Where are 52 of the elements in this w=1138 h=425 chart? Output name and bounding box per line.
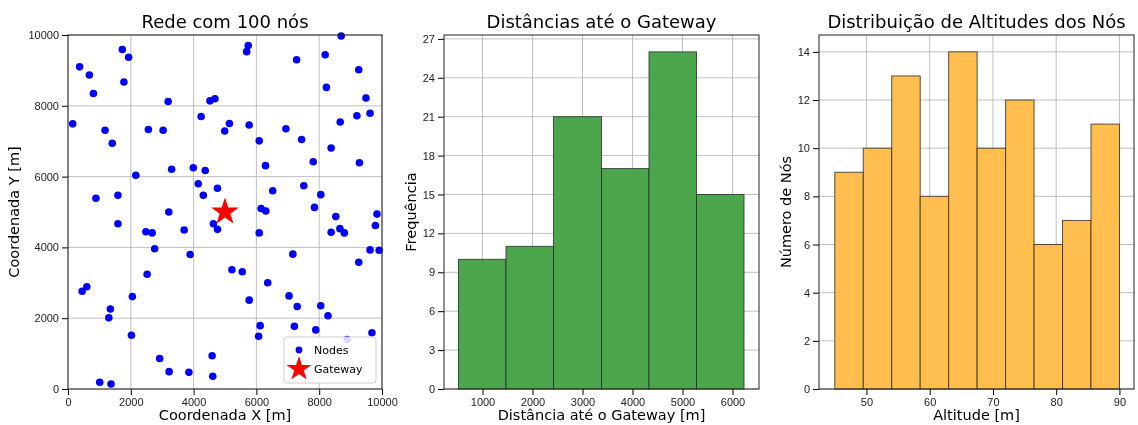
y-tick-label: 10000 bbox=[28, 29, 59, 42]
y-tick-label: 24 bbox=[422, 71, 435, 84]
x-tick-label: 50 bbox=[860, 395, 874, 408]
y-tick-label: 8000 bbox=[34, 99, 59, 112]
x-tick-label: 5000 bbox=[670, 395, 696, 408]
y-tick-label: 4 bbox=[803, 286, 810, 299]
x-tick-label: 10000 bbox=[367, 395, 398, 408]
y-tick-label: 12 bbox=[422, 227, 435, 240]
x-tick-label: 1000 bbox=[470, 395, 496, 408]
y-tick-label: 12 bbox=[797, 94, 810, 107]
x-axis-title: Altitude [m] bbox=[933, 407, 1020, 423]
y-tick-label: 15 bbox=[422, 188, 435, 201]
legend-label: Gateway bbox=[314, 363, 364, 376]
y-axis-title: Coordenada Y [m] bbox=[6, 146, 22, 278]
x-tick-label: 70 bbox=[987, 395, 1000, 408]
y-tick-label: 4000 bbox=[34, 241, 59, 254]
x-tick-label: 6000 bbox=[244, 395, 270, 408]
y-tick-label: 0 bbox=[803, 383, 810, 396]
x-tick-label: 2000 bbox=[119, 395, 144, 408]
y-tick-label: 2000 bbox=[34, 312, 59, 325]
x-axis-title: Coordenada X [m] bbox=[158, 407, 292, 423]
y-tick-label: 9 bbox=[428, 266, 435, 279]
y-tick-label: 27 bbox=[422, 32, 435, 45]
y-axis-title: Frequência bbox=[403, 172, 419, 252]
y-tick-label: 2 bbox=[803, 334, 810, 347]
x-tick-label: 4000 bbox=[620, 395, 646, 408]
y-axis-title: Número de Nós bbox=[778, 155, 794, 269]
y-tick-label: 6 bbox=[428, 305, 435, 318]
x-tick-label: 90 bbox=[1113, 395, 1127, 408]
y-tick-label: 8 bbox=[803, 190, 810, 203]
y-tick-label: 18 bbox=[422, 149, 435, 162]
y-tick-label: 0 bbox=[52, 383, 59, 396]
y-tick-label: 6 bbox=[803, 238, 810, 251]
x-axis-title: Distância até o Gateway [m] bbox=[497, 407, 706, 423]
chart-title: Rede com 100 nós bbox=[141, 11, 309, 32]
x-tick-label: 6000 bbox=[720, 395, 746, 408]
y-tick-label: 0 bbox=[428, 383, 435, 396]
y-tick-label: 10 bbox=[797, 142, 810, 155]
y-tick-label: 3 bbox=[428, 344, 435, 357]
x-tick-label: 60 bbox=[924, 395, 937, 408]
x-tick-label: 8000 bbox=[307, 395, 332, 408]
y-tick-label: 14 bbox=[797, 45, 810, 58]
y-tick-label: 21 bbox=[422, 110, 435, 123]
chart-title: Distribuição de Altitudes dos Nós bbox=[827, 11, 1126, 32]
legend-label: Nodes bbox=[314, 344, 349, 357]
x-tick-label: 2000 bbox=[520, 395, 546, 408]
chart-title: Distâncias até o Gateway bbox=[486, 11, 717, 32]
x-tick-label: 0 bbox=[65, 395, 72, 408]
x-tick-label: 80 bbox=[1050, 395, 1063, 408]
x-tick-label: 3000 bbox=[570, 395, 596, 408]
x-tick-label: 4000 bbox=[181, 395, 207, 408]
y-tick-label: 6000 bbox=[34, 170, 59, 183]
